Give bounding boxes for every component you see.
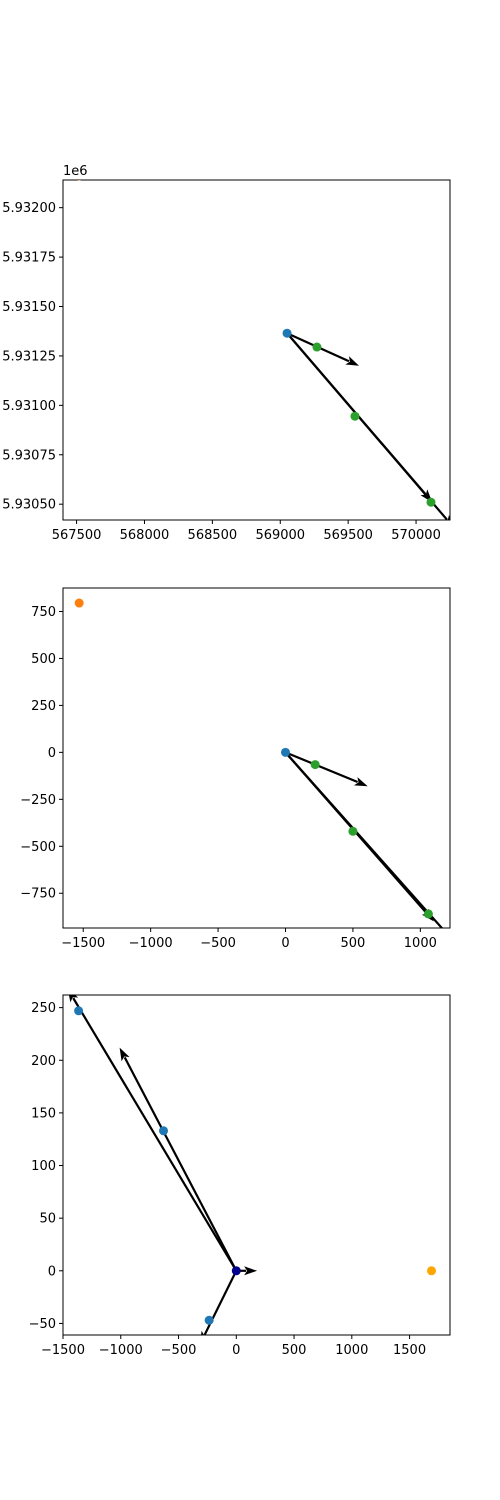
x-tick-label: 569500 [323, 528, 373, 543]
y-tick-label: 150 [31, 1106, 56, 1121]
y-tick-label: 5.93075 [2, 448, 56, 463]
y-tick-label: 5.93200 [2, 201, 56, 216]
arrow-head [447, 515, 450, 520]
y-tick-label: −250 [20, 793, 56, 808]
y-tick-label: 500 [31, 652, 56, 667]
y-tick-label: −500 [20, 840, 56, 855]
chart-panel-bottom: −1500 −1000 −500 0 500 1000 1500−5005010015020… [29, 994, 451, 1358]
arrow-head [68, 995, 79, 1003]
x-tick-label: 568000 [120, 528, 170, 543]
x-tick-label: −1000 [99, 1343, 143, 1358]
axes-frame [62, 179, 451, 521]
data-point [427, 1266, 437, 1276]
x-tick-label: −1500 [41, 1343, 85, 1358]
y-tick-label: 5.93150 [2, 300, 56, 315]
data-point [350, 411, 360, 421]
data-point [204, 1315, 214, 1325]
x-tick-label: 568500 [188, 528, 238, 543]
x-tick-label: 500 [282, 1343, 307, 1358]
x-tick-label: 567500 [52, 528, 102, 543]
axes-frame [62, 994, 451, 1336]
arrow-head [354, 777, 368, 787]
axes-frame [62, 587, 451, 929]
data-point [423, 909, 433, 919]
x-tick-label: −1500 [61, 936, 105, 951]
arrow-head [119, 1047, 130, 1062]
arrow-shaft [284, 751, 444, 928]
axis-offset-label: 1e6 [63, 164, 88, 179]
y-tick-label: 250 [31, 699, 56, 714]
plot-area [74, 598, 448, 928]
x-tick-label: 500 [340, 936, 365, 951]
data-point [426, 497, 436, 507]
x-tick-label: 1000 [404, 936, 437, 951]
data-point [77, 180, 82, 181]
data-point [348, 826, 358, 836]
y-tick-label: 5.93100 [2, 399, 56, 414]
arrow-shaft [203, 1270, 238, 1335]
arrow-shaft [72, 997, 238, 1272]
y-tick-label: 5.93175 [2, 251, 56, 266]
arrow-head [345, 356, 359, 366]
arrow-head [447, 927, 448, 928]
data-point [312, 342, 322, 352]
arrow-shaft [285, 751, 358, 784]
data-point [231, 1266, 241, 1276]
y-tick-label: 250 [31, 1001, 56, 1016]
data-point [310, 760, 320, 770]
x-tick-label: −1000 [129, 936, 173, 951]
x-tick-label: 1500 [393, 1343, 426, 1358]
x-tick-label: −500 [200, 936, 236, 951]
plot-area [77, 180, 450, 520]
arrow-head [201, 1330, 210, 1335]
x-tick-label: 0 [281, 936, 289, 951]
y-tick-label: 750 [31, 605, 56, 620]
y-tick-label: −50 [29, 1317, 56, 1332]
y-tick-label: 0 [48, 746, 56, 761]
x-tick-label: 569000 [255, 528, 305, 543]
data-point [280, 747, 290, 757]
y-tick-label: −750 [20, 887, 56, 902]
arrow-shaft [123, 1056, 238, 1272]
y-tick-label: 200 [31, 1054, 56, 1069]
x-tick-label: −500 [161, 1343, 197, 1358]
x-tick-label: 570000 [391, 528, 441, 543]
chart-panel-top: 567500 568000 568500 569000 569500 570000 5.93… [2, 164, 451, 543]
data-point [74, 598, 84, 608]
chart-panel-middle: −1500 −1000 −500 0 500 1000 −750 −500 −250 0 250 50… [20, 587, 451, 951]
y-tick-label: 50 [39, 1212, 56, 1227]
y-tick-label: 0 [48, 1264, 56, 1279]
x-tick-label: 1000 [335, 1343, 368, 1358]
plot-area [68, 995, 437, 1335]
data-point [74, 1006, 84, 1016]
arrow-shaft [286, 332, 448, 520]
x-tick-label: 0 [232, 1343, 240, 1358]
y-tick-label: 5.93050 [2, 498, 56, 513]
data-point [159, 1126, 169, 1136]
data-point [282, 328, 292, 338]
y-tick-label: 100 [31, 1159, 56, 1174]
arrow-head [244, 1266, 258, 1276]
y-tick-label: 5.93125 [2, 349, 56, 364]
